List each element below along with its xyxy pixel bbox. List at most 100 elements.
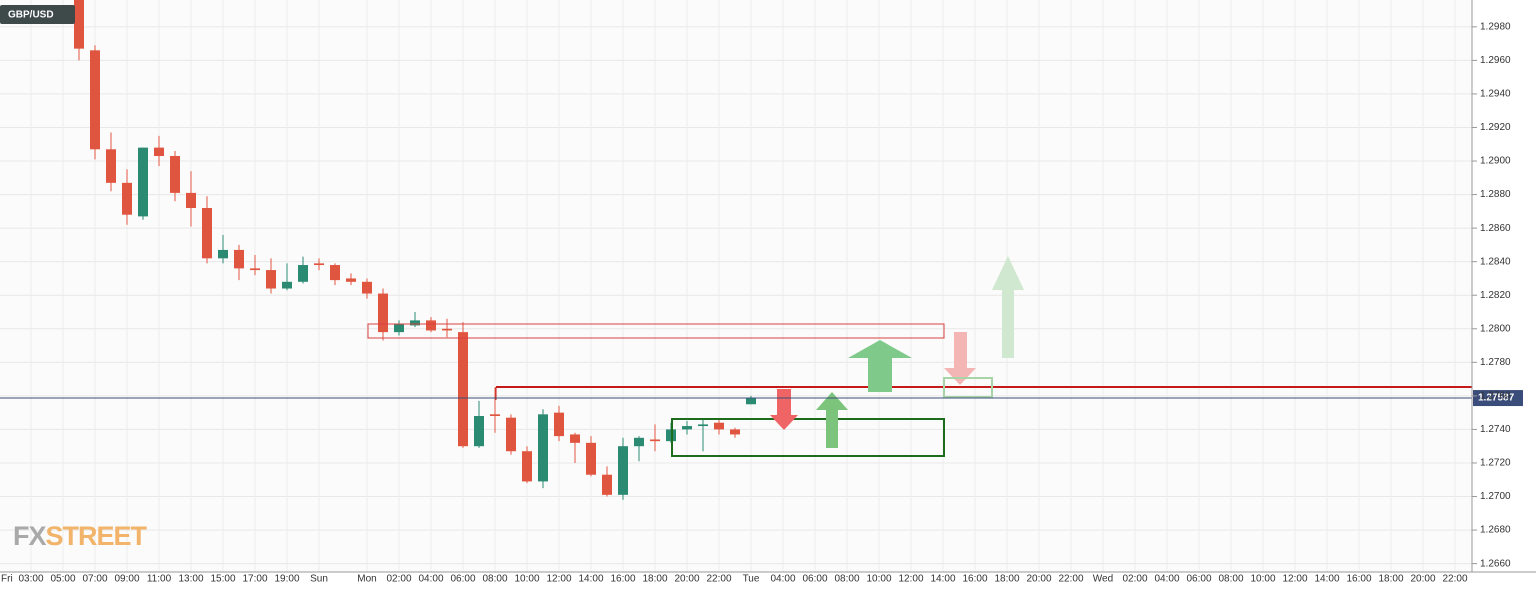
- candle-body: [138, 147, 148, 217]
- candle-body: [650, 439, 660, 442]
- x-tick-label: 22:00: [1442, 574, 1467, 585]
- x-tick-label: 12:00: [546, 574, 571, 585]
- candle-body: [154, 147, 164, 156]
- y-tick-label: 1.2820: [1480, 290, 1511, 301]
- y-tick-label: 1.2660: [1480, 558, 1511, 569]
- x-tick-label: 02:00: [386, 574, 411, 585]
- x-tick-label: 17:00: [242, 574, 267, 585]
- candle-body: [506, 417, 516, 452]
- candle-body: [394, 323, 404, 333]
- grid: [0, 0, 1472, 572]
- candle-body: [682, 426, 692, 430]
- x-tick-label: 02:00: [1122, 574, 1147, 585]
- candle-body: [106, 149, 116, 183]
- x-tick-label: 18:00: [994, 574, 1019, 585]
- candle-body: [170, 156, 180, 193]
- candle-body: [74, 0, 84, 49]
- x-tick-label: 08:00: [1218, 574, 1243, 585]
- x-tick-label: 08:00: [834, 574, 859, 585]
- candle-body: [474, 416, 484, 447]
- x-tick-label: 10:00: [514, 574, 539, 585]
- x-tick-label: 04:00: [770, 574, 795, 585]
- candle-body: [490, 414, 500, 416]
- y-tick-label: 1.2860: [1480, 223, 1511, 234]
- plot-area: [0, 0, 1472, 572]
- x-tick-label: Mon: [357, 574, 376, 585]
- candle-body: [186, 192, 196, 208]
- candle-body: [698, 424, 708, 427]
- candle-body: [250, 268, 260, 271]
- candle-body: [730, 429, 740, 435]
- x-tick-label: 14:00: [930, 574, 955, 585]
- x-tick-label: Tue: [743, 574, 760, 585]
- x-tick-label: 16:00: [962, 574, 987, 585]
- x-tick-label: 19:00: [274, 574, 299, 585]
- candle-body: [442, 328, 452, 331]
- up-arrow: [816, 392, 848, 448]
- y-tick-label: 1.2700: [1480, 491, 1511, 502]
- x-tick-label: 22:00: [706, 574, 731, 585]
- x-tick-label: 06:00: [450, 574, 475, 585]
- last-price-group: 1.27587: [0, 390, 1523, 407]
- candle-body: [522, 451, 532, 482]
- candle-body: [570, 434, 580, 443]
- candle-body: [426, 320, 436, 331]
- up-arrow: [992, 256, 1024, 358]
- y-tick-label: 1.2940: [1480, 89, 1511, 100]
- x-tick-label: Wed: [1093, 574, 1113, 585]
- x-tick-label: Sun: [310, 574, 328, 585]
- candle-body: [202, 208, 212, 259]
- axes: 1.2660 1.2680 1.2700 1.2720 1.2740 1.2760 1.27…: [1, 21, 1511, 584]
- x-tick-label: 13:00: [178, 574, 203, 585]
- candle-body: [746, 398, 756, 405]
- x-tick-label: 18:00: [1378, 574, 1403, 585]
- x-tick-label: 14:00: [1314, 574, 1339, 585]
- x-tick-label: 15:00: [210, 574, 235, 585]
- x-tick-label: 16:00: [1346, 574, 1371, 585]
- x-tick-label: 20:00: [1410, 574, 1435, 585]
- x-tick-label: 18:00: [642, 574, 667, 585]
- y-tick-label: 1.2900: [1480, 156, 1511, 167]
- y-tick-label: 1.2800: [1480, 323, 1511, 334]
- y-tick-label: 1.2980: [1480, 21, 1511, 32]
- y-tick-label: 1.2840: [1480, 256, 1511, 267]
- candle-body: [298, 265, 308, 282]
- candle-body: [410, 320, 420, 326]
- candle-body: [218, 249, 228, 259]
- chart-title: GBP/USD: [8, 10, 54, 21]
- x-tick-label: 11:00: [147, 574, 172, 585]
- x-tick-label: 08:00: [482, 574, 507, 585]
- candle-body: [618, 446, 628, 495]
- candle-body: [362, 281, 372, 294]
- y-tick-label: 1.2760: [1480, 391, 1511, 402]
- x-tick-label: 12:00: [898, 574, 923, 585]
- y-tick-label: 1.2920: [1480, 122, 1511, 133]
- x-tick-label: 10:00: [866, 574, 891, 585]
- y-tick-label: 1.2780: [1480, 357, 1511, 368]
- x-tick-label: 16:00: [610, 574, 635, 585]
- annotations: [367, 256, 1472, 457]
- y-tick-label: 1.2880: [1480, 189, 1511, 200]
- x-tick-label: Fri: [1, 574, 13, 585]
- support-zone: [671, 418, 945, 457]
- x-tick-label: 22:00: [1058, 574, 1083, 585]
- last-price-label: 1.27587: [1478, 393, 1515, 404]
- candles: [74, 0, 756, 500]
- x-tick-label: 05:00: [50, 574, 75, 585]
- candle-body: [714, 422, 724, 430]
- y-tick-label: 1.2720: [1480, 458, 1511, 469]
- x-tick-label: 09:00: [114, 574, 139, 585]
- x-tick-label: 06:00: [1186, 574, 1211, 585]
- up-arrow: [848, 340, 912, 392]
- candle-body: [90, 50, 100, 150]
- resistance-zone: [367, 323, 945, 339]
- x-tick-label: 20:00: [1026, 574, 1051, 585]
- candle-body: [282, 281, 292, 289]
- candle-body: [346, 278, 356, 282]
- candle-body: [234, 249, 244, 269]
- candle-body: [378, 293, 388, 333]
- down-arrow: [944, 332, 976, 385]
- x-tick-label: 04:00: [1154, 574, 1179, 585]
- y-tick-label: 1.2740: [1480, 424, 1511, 435]
